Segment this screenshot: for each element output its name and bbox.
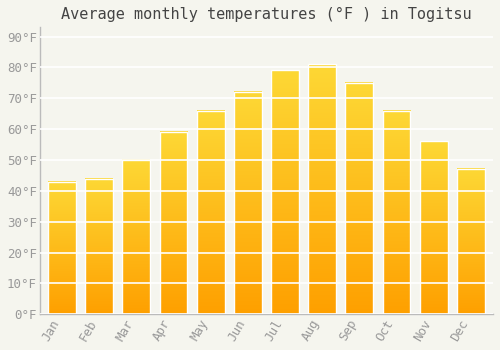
Bar [382, 111, 410, 314]
Bar [160, 132, 188, 314]
Bar [271, 70, 299, 314]
Bar [457, 169, 484, 314]
Bar [85, 178, 113, 314]
Title: Average monthly temperatures (°F ) in Togitsu: Average monthly temperatures (°F ) in To… [61, 7, 472, 22]
Bar [234, 92, 262, 314]
Bar [346, 83, 373, 314]
Bar [122, 160, 150, 314]
Bar [420, 141, 448, 314]
Bar [196, 111, 224, 314]
Bar [308, 64, 336, 314]
Bar [48, 182, 76, 314]
